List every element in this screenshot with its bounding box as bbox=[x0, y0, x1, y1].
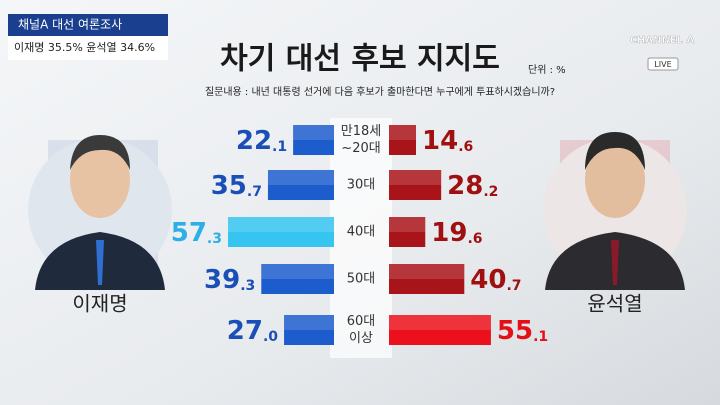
bar bbox=[389, 217, 426, 247]
bar bbox=[389, 125, 417, 155]
bar bbox=[389, 264, 465, 294]
value-label: 39.3 bbox=[204, 265, 255, 295]
value-label: 55.1 bbox=[497, 316, 548, 346]
value-label: 40.7 bbox=[470, 265, 521, 295]
bar bbox=[389, 315, 491, 345]
bar-sheen bbox=[389, 217, 426, 232]
bar-sheen bbox=[293, 125, 334, 140]
value-label: 57.3 bbox=[171, 218, 222, 248]
value-label: 28.2 bbox=[447, 171, 498, 201]
question: 질문내용 : 내년 대통령 선거에 다음 후보가 출마한다면 누구에게 투표하시… bbox=[205, 85, 555, 98]
category-label: ~20대 bbox=[341, 141, 380, 156]
logo-brand: CHANNEL A bbox=[630, 35, 695, 46]
category-label: 60대 bbox=[347, 314, 376, 329]
bar bbox=[227, 217, 334, 247]
bar bbox=[261, 264, 334, 294]
live-badge: LIVE bbox=[654, 60, 671, 69]
bar bbox=[293, 125, 334, 155]
category-label: 만18세 bbox=[341, 124, 381, 139]
category-label: 50대 bbox=[347, 272, 376, 287]
bar-sheen bbox=[389, 264, 465, 279]
center-column bbox=[330, 118, 392, 358]
unit-label: 단위 : % bbox=[528, 63, 566, 76]
summary-box bbox=[8, 36, 168, 60]
bar bbox=[389, 170, 442, 200]
bar-sheen bbox=[261, 264, 334, 279]
value-label: 22.1 bbox=[236, 126, 287, 156]
poll-summary: 이재명 35.5% 윤석열 34.6% bbox=[14, 41, 155, 54]
left-photo bbox=[28, 135, 172, 290]
category-label: 30대 bbox=[347, 178, 376, 193]
chart-title: 차기 대선 후보 지지도 bbox=[220, 42, 500, 77]
value-label: 19.6 bbox=[431, 218, 482, 248]
bar-sheen bbox=[284, 315, 334, 330]
live-badge-box bbox=[647, 57, 679, 71]
bar-sheen bbox=[389, 125, 417, 140]
value-label: 27.0 bbox=[227, 316, 279, 346]
right-photo bbox=[543, 132, 687, 290]
bar bbox=[267, 170, 334, 200]
bar-sheen bbox=[389, 170, 442, 185]
candidate-name: 이재명 bbox=[72, 292, 127, 316]
bar-sheen bbox=[267, 170, 334, 185]
header-box bbox=[8, 14, 168, 36]
value-label: 14.6 bbox=[422, 126, 473, 156]
bar bbox=[284, 315, 334, 345]
bar-sheen bbox=[227, 217, 334, 232]
category-label: 40대 bbox=[347, 225, 376, 240]
bar-sheen bbox=[389, 315, 491, 330]
value-label: 35.7 bbox=[211, 171, 262, 201]
poll-name: 채널A 대선 여론조사 bbox=[18, 18, 122, 32]
category-label: 이상 bbox=[349, 331, 373, 346]
candidate-name: 윤석열 bbox=[587, 292, 642, 316]
